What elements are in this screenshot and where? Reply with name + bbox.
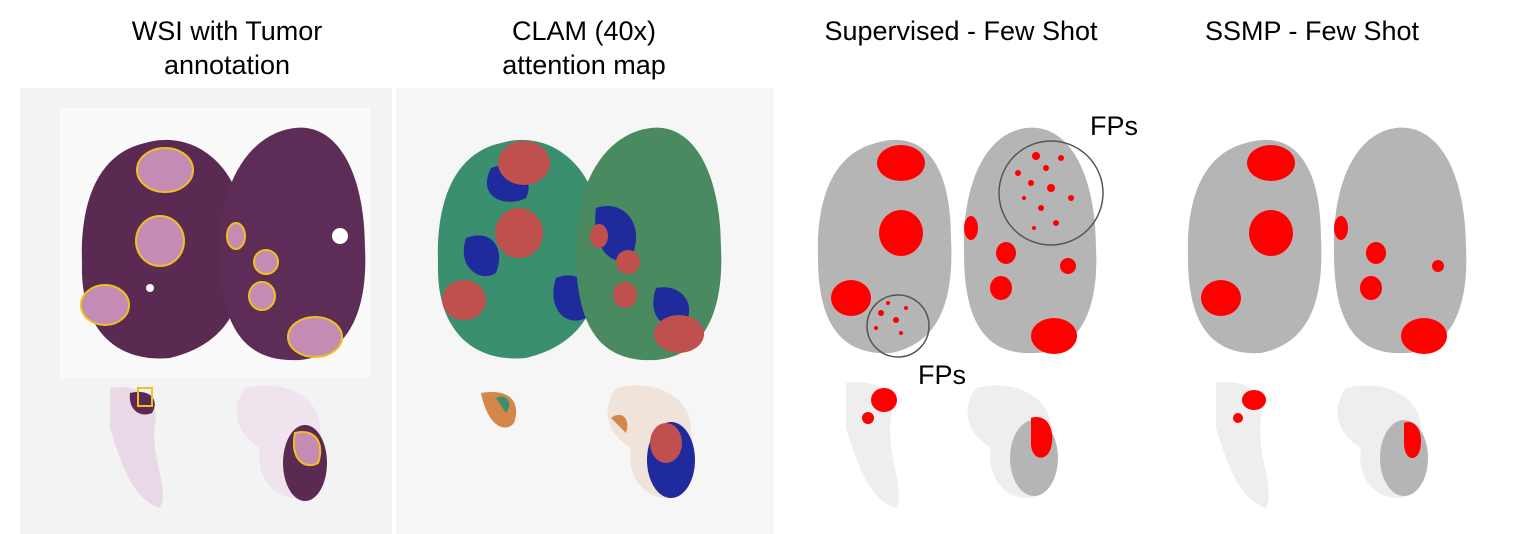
wsi-panel (20, 88, 392, 534)
panel-title-wsi-line2: annotation (163, 50, 291, 80)
ssmp-mask-image (1187, 127, 1467, 508)
supervised-panel (806, 88, 1136, 534)
supervised-mask-image (817, 127, 1104, 508)
panel-title-supervised-line1: Supervised - Few Shot (824, 16, 1098, 46)
clam-attention-panel (396, 88, 774, 534)
panel-title-wsi: WSI with Tumor annotation (47, 14, 407, 82)
panel-title-clam: CLAM (40x) attention map (404, 14, 764, 82)
wsi-image (20, 88, 392, 534)
panel-title-wsi-line1: WSI with Tumor (131, 16, 323, 46)
false-positive-speckles (874, 152, 1074, 335)
panel-title-clam-line1: CLAM (40x) (511, 16, 657, 46)
attention-map-image (396, 88, 774, 534)
panel-title-ssmp: SSMP - Few Shot (1132, 14, 1492, 48)
panel-title-supervised: Supervised - Few Shot (781, 14, 1141, 48)
panel-title-ssmp-line1: SSMP - Few Shot (1204, 16, 1420, 46)
fp-circle-lower (866, 294, 930, 358)
fp-circle-upper (998, 140, 1104, 246)
fp-label-lower: FPs (918, 360, 967, 390)
fp-label-upper: FPs (1090, 111, 1139, 141)
panel-title-clam-line2: attention map (502, 50, 666, 80)
ssmp-panel (1176, 88, 1506, 534)
